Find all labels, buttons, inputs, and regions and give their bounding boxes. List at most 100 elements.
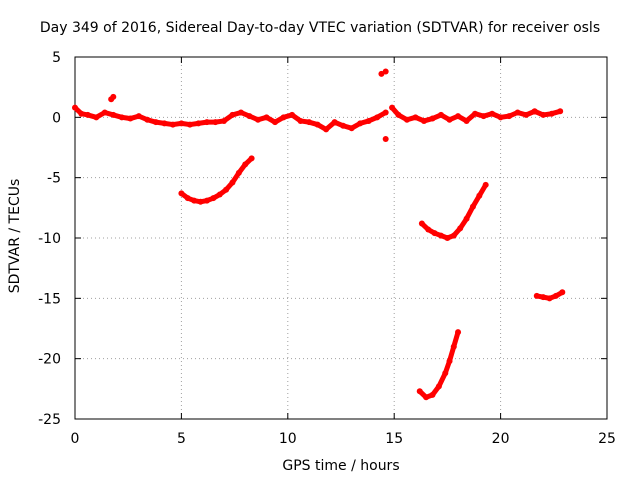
data-point [431, 230, 438, 237]
data-point [331, 119, 338, 126]
data-point [135, 113, 142, 120]
data-point [540, 294, 547, 301]
data-point [455, 113, 462, 120]
data-point [472, 110, 479, 117]
data-point [237, 109, 244, 116]
data-point [382, 68, 389, 75]
data-point [482, 181, 489, 188]
data-point [229, 111, 236, 118]
data-point [416, 388, 423, 395]
data-point [540, 111, 547, 118]
data-point [323, 126, 330, 133]
data-point [435, 383, 442, 390]
data-point [523, 111, 530, 118]
data-point [557, 108, 564, 115]
data-point [374, 114, 381, 121]
data-point [463, 117, 470, 124]
data-point [248, 155, 255, 162]
x-tick-label: 15 [385, 431, 403, 447]
x-tick-label: 20 [492, 431, 510, 447]
data-point [552, 292, 559, 299]
data-point [438, 232, 445, 239]
data-point [110, 111, 117, 118]
data-point [469, 203, 476, 210]
data-point [533, 292, 540, 299]
data-point [365, 117, 372, 124]
data-point [429, 115, 436, 122]
data-point [446, 116, 453, 123]
x-tick-label: 10 [279, 431, 297, 447]
data-point [357, 120, 364, 127]
data-point [559, 289, 566, 296]
data-point [425, 226, 432, 233]
data-point [242, 161, 249, 168]
data-point [450, 343, 457, 350]
data-point [178, 190, 185, 197]
data-point [418, 220, 425, 227]
data-point [480, 113, 487, 120]
data-point [178, 120, 185, 127]
data-point [263, 114, 270, 121]
data-point [152, 119, 159, 126]
data-point [340, 122, 347, 129]
data-point [420, 117, 427, 124]
data-point [438, 111, 445, 118]
data-point [389, 104, 396, 111]
data-point [446, 358, 453, 365]
data-point [444, 235, 451, 241]
data-point [144, 116, 151, 123]
data-point [423, 394, 430, 401]
data-point [506, 113, 513, 120]
data-point [489, 110, 496, 117]
data-point [457, 225, 464, 232]
data-point [186, 121, 193, 128]
series-arc-1 [178, 155, 255, 205]
data-point [289, 111, 296, 118]
data-point [229, 179, 236, 186]
data-point [255, 116, 262, 123]
data-point [110, 93, 117, 100]
x-tick-label: 25 [598, 431, 616, 447]
y-tick-label: -20 [38, 352, 61, 368]
y-tick-label: 5 [52, 50, 61, 66]
data-point [514, 109, 521, 116]
data-point [450, 232, 457, 239]
data-point [197, 198, 204, 205]
data-point [84, 111, 91, 118]
data-point [118, 114, 125, 121]
data-point [395, 111, 402, 118]
data-point [382, 109, 389, 116]
data-point [210, 195, 217, 202]
x-tick-label: 0 [71, 431, 80, 447]
data-point [72, 104, 78, 111]
data-point [203, 119, 210, 126]
data-point [203, 197, 210, 204]
data-point [531, 108, 538, 115]
data-point [272, 119, 279, 126]
data-point [101, 109, 108, 116]
x-axis-label: GPS time / hours [282, 458, 400, 474]
data-point [412, 114, 419, 121]
data-point [546, 295, 553, 302]
y-tick-label: -5 [47, 171, 61, 187]
data-point [280, 114, 287, 121]
data-point [223, 186, 230, 193]
data-point [429, 391, 436, 398]
data-point [191, 197, 198, 204]
data-point [235, 169, 242, 176]
data-point [216, 191, 223, 198]
series-arc-2 [419, 182, 489, 241]
x-tick-label: 5 [177, 431, 186, 447]
data-point [382, 136, 389, 143]
data-point [212, 119, 219, 126]
data-point [184, 195, 191, 202]
data-point [548, 110, 555, 117]
data-point [348, 125, 355, 132]
y-tick-label: -15 [38, 291, 61, 307]
data-point [161, 120, 168, 127]
y-tick-label: -10 [38, 231, 61, 247]
data-point [246, 113, 253, 120]
data-point [442, 370, 449, 377]
data-point [476, 192, 483, 199]
